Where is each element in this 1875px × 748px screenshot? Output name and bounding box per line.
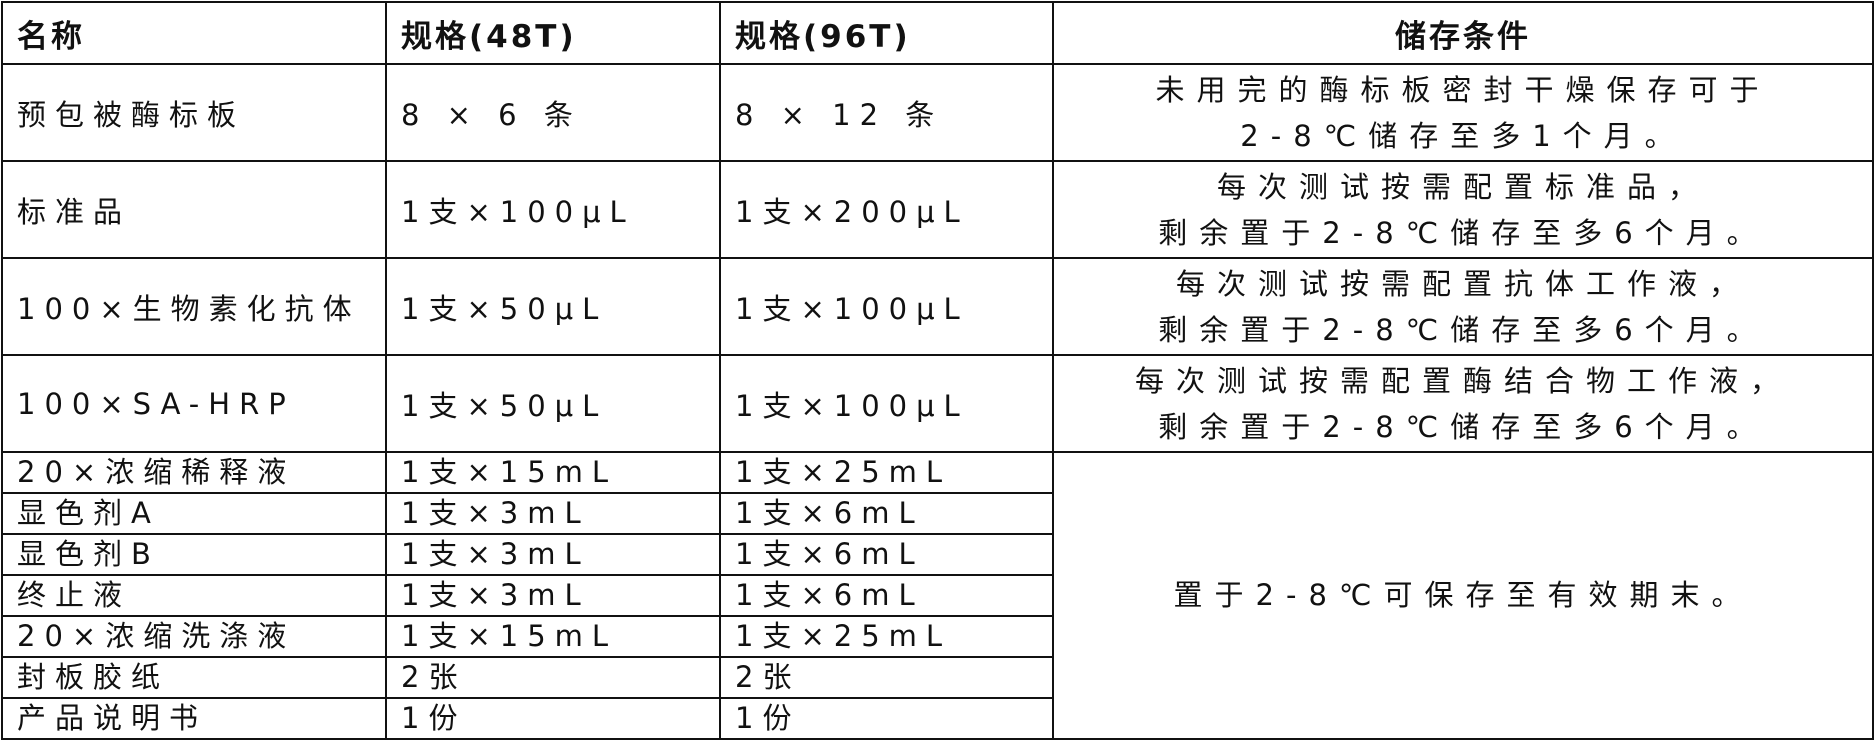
storage-line: 每次测试按需配置标准品， [1216, 169, 1709, 204]
table-row: 标准品 1支×100μL 1支×200μL 每次测试按需配置标准品， 剩余置于2-8℃储… [1, 160, 1874, 259]
cell-name: 20×浓缩洗涤液 [1, 615, 387, 658]
header-storage: 储存条件 [1052, 1, 1874, 65]
cell-name: 产品说明书 [1, 697, 387, 740]
table-row: 100×生物素化抗体 1支×50μL 1支×100μL 每次测试按需配置抗体工作液， 剩… [1, 257, 1874, 356]
cell-spec96: 1支×100μL [719, 257, 1054, 356]
cell-spec96: 1支×25mL [719, 451, 1054, 494]
cell-name: 封板胶纸 [1, 656, 387, 699]
cell-name: 100×生物素化抗体 [1, 257, 387, 356]
table-row: 产品说明书 1份 1份 [1, 697, 1873, 740]
storage-line: 每次测试按需配置抗体工作液， [1175, 266, 1750, 301]
cell-name: 终止液 [1, 574, 387, 617]
cell-spec48: 8 × 6 条 [385, 63, 721, 162]
header-name: 名称 [1, 1, 387, 65]
storage-line: 未用完的酶标板密封干燥保存可于 [1155, 72, 1771, 107]
cell-spec48: 1支×100μL [385, 160, 721, 259]
cell-spec96: 1支×6mL [719, 492, 1054, 535]
cell-spec48: 1支×50μL [385, 257, 721, 356]
cell-spec96: 1份 [719, 697, 1054, 740]
cell-spec48: 1支×3mL [385, 574, 721, 617]
cell-storage: 每次测试按需配置酶结合物工作液， 剩余置于2-8℃储存至多6个月。 [1052, 354, 1874, 453]
cell-spec48: 1支×15mL [385, 615, 721, 658]
cell-name: 显色剂B [1, 533, 387, 576]
cell-name: 20×浓缩稀释液 [1, 451, 387, 494]
header-row: 名称 规格(48T) 规格(96T) 储存条件 [1, 1, 1874, 65]
table-row: 终止液 1支×3mL 1支×6mL [1, 574, 1873, 617]
storage-line: 2-8℃储存至多1个月。 [1240, 118, 1686, 153]
cell-storage: 每次测试按需配置抗体工作液， 剩余置于2-8℃储存至多6个月。 [1052, 257, 1874, 356]
cell-name: 100×SA-HRP [1, 354, 387, 453]
cell-name: 标准品 [1, 160, 387, 259]
table-row: 封板胶纸 2张 2张 [1, 656, 1873, 699]
cell-name: 预包被酶标板 [1, 63, 387, 162]
cell-spec48: 2张 [385, 656, 721, 699]
cell-spec48: 1份 [385, 697, 721, 740]
table-row: 显色剂B 1支×3mL 1支×6mL [1, 533, 1873, 576]
cell-spec48: 1支×3mL [385, 533, 721, 576]
cell-spec48: 1支×15mL [385, 451, 721, 494]
cell-spec96: 1支×100μL [719, 354, 1054, 453]
cell-spec96: 1支×6mL [719, 533, 1054, 576]
header-spec-96t: 规格(96T) [719, 1, 1054, 65]
table-row: 20×浓缩稀释液 1支×15mL 1支×25mL 置于2-8℃可保存至有效期末。 [1, 451, 1874, 740]
cell-spec48: 1支×50μL [385, 354, 721, 453]
cell-spec48: 1支×3mL [385, 492, 721, 535]
table-row: 显色剂A 1支×3mL 1支×6mL [1, 492, 1873, 535]
cell-storage: 未用完的酶标板密封干燥保存可于 2-8℃储存至多1个月。 [1052, 63, 1874, 162]
cell-spec96: 8 × 12 条 [719, 63, 1054, 162]
cell-spec96: 2张 [719, 656, 1054, 699]
storage-line: 剩余置于2-8℃储存至多6个月。 [1158, 215, 1768, 250]
storage-line: 剩余置于2-8℃储存至多6个月。 [1158, 409, 1768, 444]
table-row: 20×浓缩洗涤液 1支×15mL 1支×25mL [1, 615, 1873, 658]
header-spec-48t: 规格(48T) [385, 1, 721, 65]
cell-name: 显色剂A [1, 492, 387, 535]
cell-shared-storage: 置于2-8℃可保存至有效期末。 [1052, 451, 1874, 740]
storage-line: 每次测试按需配置酶结合物工作液， [1134, 363, 1791, 398]
storage-line: 剩余置于2-8℃储存至多6个月。 [1158, 312, 1768, 347]
cell-storage: 每次测试按需配置标准品， 剩余置于2-8℃储存至多6个月。 [1052, 160, 1874, 259]
cell-spec96: 1支×25mL [719, 615, 1054, 658]
cell-spec96: 1支×6mL [719, 574, 1054, 617]
cell-spec96: 1支×200μL [719, 160, 1054, 259]
table-row: 100×SA-HRP 1支×50μL 1支×100μL 每次测试按需配置酶结合物工作液… [1, 354, 1874, 453]
